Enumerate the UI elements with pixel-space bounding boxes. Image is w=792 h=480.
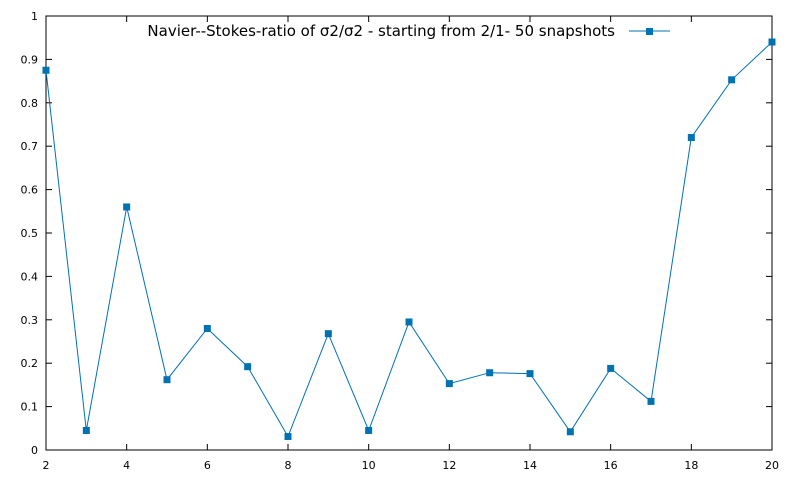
x-tick-label: 16 [604, 459, 618, 472]
x-tick-label: 2 [43, 459, 50, 472]
y-tick-label: 1 [31, 10, 38, 23]
data-point [42, 66, 50, 74]
data-point [324, 330, 332, 338]
x-tick-label: 20 [765, 459, 779, 472]
y-tick-label: 0 [31, 444, 38, 457]
data-point [405, 318, 413, 326]
plot-frame [45, 15, 773, 451]
y-tick-label: 0.8 [21, 97, 39, 110]
y-tick-label: 0.3 [21, 314, 39, 327]
data-point [365, 426, 373, 434]
x-tick-label: 18 [684, 459, 698, 472]
data-point [526, 370, 534, 378]
y-tick-label: 0.7 [21, 140, 39, 153]
data-point [203, 324, 211, 332]
series-line [45, 41, 773, 438]
y-tick-label: 0.1 [21, 401, 39, 414]
data-point [728, 76, 736, 84]
legend-marker [646, 28, 653, 35]
x-tick-label: 4 [123, 459, 130, 472]
axis-ticks [45, 15, 773, 451]
data-point [687, 134, 695, 142]
data-point [607, 364, 615, 372]
data-point [163, 376, 171, 384]
data-point [284, 433, 292, 441]
legend-label: Navier--Stokes-ratio of σ2/σ2 - starting… [147, 22, 615, 40]
legend: Navier--Stokes-ratio of σ2/σ2 - starting… [147, 22, 670, 40]
x-tick-label: 10 [362, 459, 376, 472]
data-point [647, 397, 655, 405]
y-tick-label: 0.9 [21, 53, 39, 66]
x-tick-labels: 2 4 6 8 10 12 14 16 18 20 [43, 459, 780, 472]
series-layer [42, 38, 776, 441]
data-point [244, 363, 252, 371]
y-tick-label: 0.4 [21, 270, 39, 283]
x-tick-label: 8 [285, 459, 292, 472]
y-tick-label: 0.6 [21, 184, 39, 197]
data-point [123, 203, 131, 211]
data-point [768, 38, 776, 46]
y-tick-label: 0.5 [21, 227, 39, 240]
x-tick-label: 6 [204, 459, 211, 472]
data-point [445, 380, 453, 388]
data-point [82, 426, 90, 434]
x-tick-label: 12 [442, 459, 456, 472]
y-tick-label: 0.2 [21, 357, 39, 370]
x-tick-label: 14 [523, 459, 537, 472]
y-tick-labels: 0 0.1 0.2 0.3 0.4 0.5 0.6 0.7 0.8 0.9 1 [21, 10, 39, 457]
data-point [566, 428, 574, 436]
data-point [486, 369, 494, 377]
